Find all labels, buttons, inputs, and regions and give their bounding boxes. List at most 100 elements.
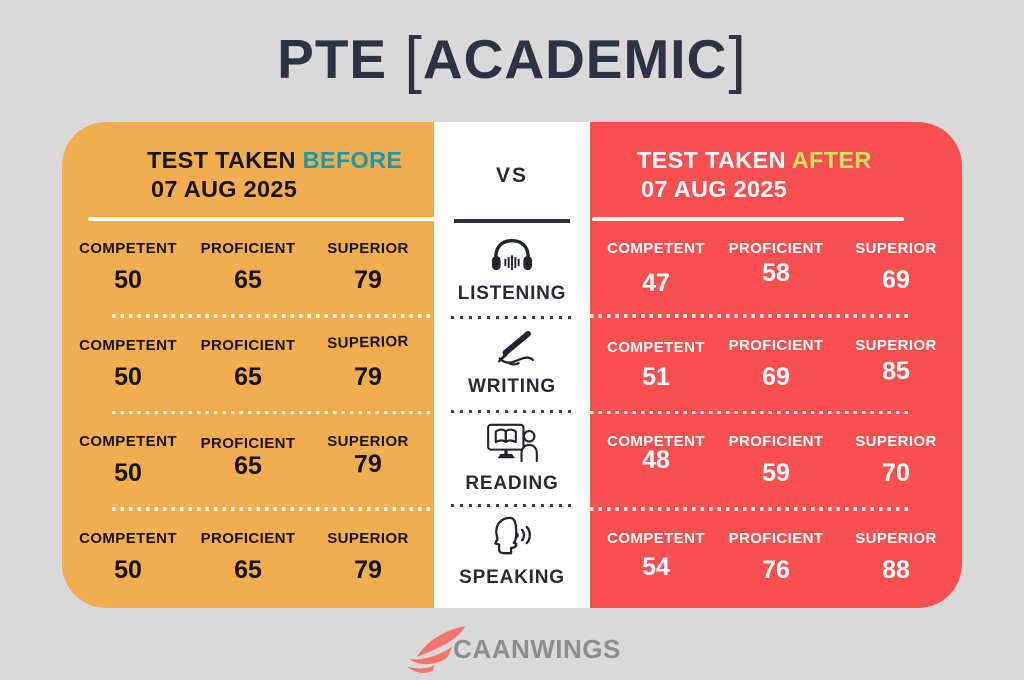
score-value: 50: [114, 362, 142, 391]
column-label: COMPETENT: [79, 433, 177, 451]
before-score-groups: COMPETENT PROFICIENT SUPERIOR 50 65 79 C…: [62, 221, 434, 608]
comparison-card: TEST TAKEN BEFORE 07 AUG 2025 COMPETENT …: [62, 122, 962, 608]
before-listening-scores: COMPETENT PROFICIENT SUPERIOR 50 65 79: [62, 221, 434, 314]
after-writing-scores: COMPETENT PROFICIENT SUPERIOR 51 69 85: [590, 318, 962, 411]
skill-label: READING: [465, 473, 559, 495]
score-value: 69: [882, 266, 910, 295]
column-label: PROFICIENT: [200, 336, 296, 354]
score-value: 79: [354, 362, 382, 391]
dotted-divider: [590, 314, 912, 318]
skill-writing: WRITING: [434, 319, 590, 410]
column-label: COMPETENT: [607, 338, 705, 356]
score-value: 70: [882, 459, 910, 488]
column-label: PROFICIENT: [728, 336, 824, 354]
score-value: 79: [354, 555, 382, 584]
dotted-divider: [112, 314, 434, 318]
column-label: SUPERIOR: [327, 332, 409, 352]
column-label: SUPERIOR: [855, 529, 937, 547]
score-value: 50: [114, 266, 142, 295]
column-label: PROFICIENT: [200, 435, 296, 453]
skills-column: VS LISTENING: [434, 122, 590, 608]
skills-list: LISTENING WRITING: [434, 223, 590, 608]
speaking-face-icon: [490, 515, 534, 562]
after-heading-highlight: AFTER: [791, 147, 872, 173]
column-label: COMPETENT: [79, 529, 177, 547]
column-label: PROFICIENT: [728, 433, 824, 451]
wing-icon: [407, 626, 466, 673]
title-prefix: PTE: [277, 28, 388, 90]
column-label: PROFICIENT: [728, 529, 824, 547]
vs-underline: [454, 219, 570, 223]
dotted-divider: [451, 315, 573, 319]
dotted-divider: [590, 507, 912, 511]
score-value: 65: [234, 362, 262, 391]
before-writing-scores: COMPETENT PROFICIENT SUPERIOR 50 65 79: [62, 318, 434, 411]
before-heading-highlight: BEFORE: [302, 147, 403, 173]
score-value: 48: [642, 446, 670, 475]
skill-label: LISTENING: [457, 283, 567, 305]
before-heading-date: 07 AUG 2025: [151, 176, 298, 203]
after-heading-date: 07 AUG 2025: [641, 176, 788, 203]
brand-logo: CAANWINGS: [403, 622, 621, 676]
score-value: 85: [881, 356, 911, 386]
dotted-divider: [451, 503, 573, 507]
writing-hand-icon: [486, 330, 538, 371]
dotted-divider: [590, 410, 912, 415]
reading-screen-icon: [486, 421, 538, 468]
score-value: 58: [762, 259, 790, 288]
score-value: 59: [762, 459, 790, 488]
before-reading-scores: COMPETENT PROFICIENT SUPERIOR 50 65 79: [62, 414, 434, 507]
score-value: 69: [762, 362, 790, 391]
after-speaking-scores: COMPETENT PROFICIENT SUPERIOR 54 76 88: [590, 511, 962, 604]
skill-reading: READING: [434, 413, 590, 504]
skill-speaking: SPEAKING: [434, 507, 590, 598]
column-label: COMPETENT: [79, 336, 177, 354]
score-value: 51: [642, 362, 670, 391]
column-label: PROFICIENT: [728, 240, 824, 258]
after-heading-prefix: TEST TAKEN: [637, 147, 786, 173]
after-listening-scores: COMPETENT PROFICIENT SUPERIOR 47 58 69: [590, 221, 962, 314]
title-bracket-open: [: [404, 25, 422, 95]
title-main: ACADEMIC: [422, 28, 728, 90]
header-underline: [592, 217, 904, 221]
column-label: COMPETENT: [607, 529, 705, 547]
brand-name: CAANWINGS: [453, 633, 621, 664]
column-label: COMPETENT: [79, 240, 177, 258]
column-label: PROFICIENT: [200, 240, 296, 258]
score-value: 54: [642, 552, 670, 581]
vs-label: VS: [495, 164, 528, 187]
dotted-divider: [451, 409, 573, 413]
before-heading-prefix: TEST TAKEN: [147, 147, 296, 173]
column-label: COMPETENT: [607, 433, 705, 451]
column-label: SUPERIOR: [327, 529, 409, 547]
headphones-icon: [489, 235, 535, 278]
column-label: SUPERIOR: [855, 336, 937, 354]
score-value: 79: [354, 266, 382, 295]
score-value: 65: [234, 555, 262, 584]
column-label: SUPERIOR: [855, 240, 937, 258]
skill-listening: LISTENING: [434, 225, 590, 316]
score-value: 79: [353, 449, 383, 479]
score-value: 50: [114, 555, 142, 584]
score-value: 65: [234, 266, 262, 295]
column-label: SUPERIOR: [855, 433, 937, 451]
before-speaking-scores: COMPETENT PROFICIENT SUPERIOR 50 65 79: [62, 511, 434, 604]
after-reading-scores: COMPETENT PROFICIENT SUPERIOR 48 59 70: [590, 414, 962, 507]
after-score-groups: COMPETENT PROFICIENT SUPERIOR 47 58 69 C…: [590, 221, 962, 608]
score-value: 47: [642, 269, 670, 298]
dotted-divider: [112, 410, 434, 415]
dotted-divider: [112, 507, 434, 511]
score-value: 50: [114, 459, 142, 488]
after-panel: TEST TAKEN AFTER 07 AUG 2025 COMPETENT P…: [590, 122, 962, 608]
column-label: SUPERIOR: [327, 433, 409, 451]
column-label: PROFICIENT: [200, 529, 296, 547]
before-panel: TEST TAKEN BEFORE 07 AUG 2025 COMPETENT …: [62, 122, 434, 608]
header-underline: [88, 217, 434, 221]
skill-label: SPEAKING: [459, 567, 565, 589]
column-label: COMPETENT: [607, 240, 705, 258]
score-value: 65: [234, 452, 262, 481]
score-value: 88: [882, 555, 910, 584]
title-bracket-close: ]: [728, 25, 746, 95]
column-label: SUPERIOR: [327, 240, 409, 258]
score-value: 76: [762, 555, 790, 584]
